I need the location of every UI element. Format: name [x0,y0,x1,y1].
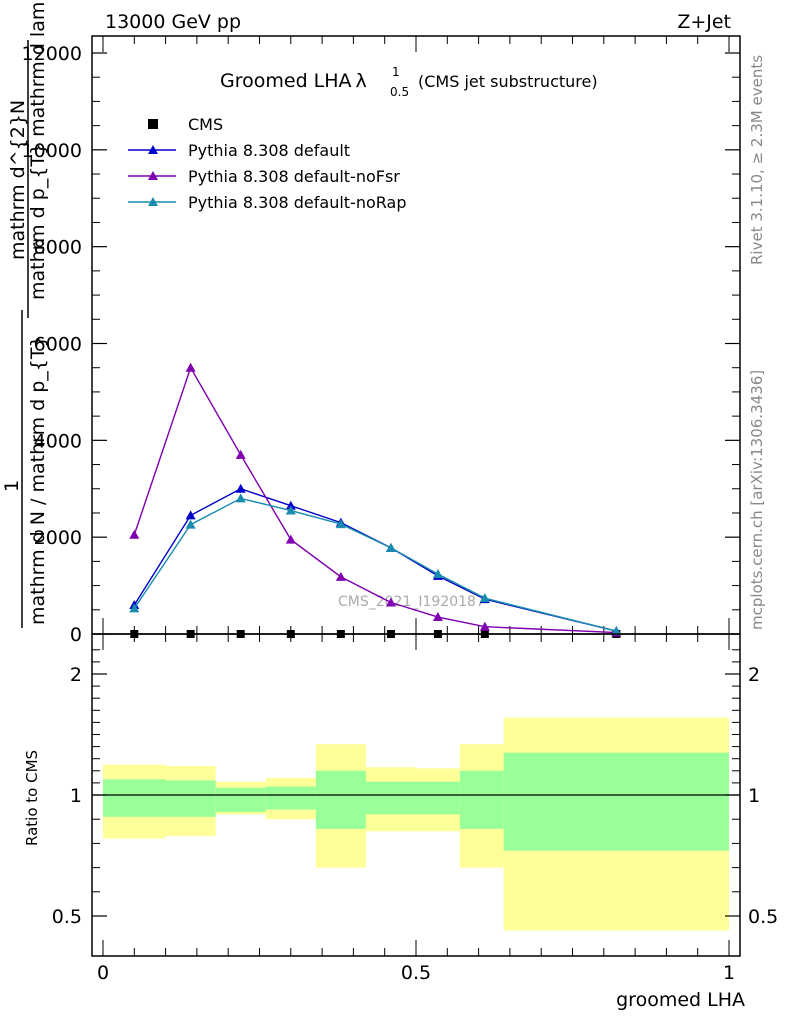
legend-marker [148,145,158,154]
series-line [133,366,617,634]
title-subscript: 0.5 [390,85,409,99]
data-point [432,612,443,622]
ratio-band-inner [215,787,266,812]
ratio-y-axis: 0.5 0.5 1 1 2 2 [52,649,778,928]
data-point [129,529,140,539]
data-point [235,493,246,503]
ratio-band-inner [103,779,166,817]
data-point [185,362,196,372]
ratio-band-inner [365,781,416,815]
ratio-bands [103,717,729,931]
main-y-axis-label: mathrm d^{2}N mathrm d p_{T} mathrm d la… [1,0,49,628]
data-point [432,568,443,578]
main-y-tick-label: 4000 [34,430,82,452]
main-y-tick-label: 8000 [34,237,82,259]
ratio-y-label: Ratio to CMS [23,750,41,846]
legend-marker [148,197,158,206]
main-y-tick-label: 12000 [22,43,82,65]
data-point [235,483,246,493]
ratio-y-tick-label: 2 [70,664,82,686]
data-point [479,593,490,603]
ratio-y-tick-label: 0.5 [52,906,82,928]
data-point [385,597,396,607]
ratio-band-inner [503,752,729,851]
ratio-y-tick-label-right: 0.5 [748,906,778,928]
legend-item: Pythia 8.308 default-noFsr [128,167,400,186]
title-lambda: λ [356,70,367,92]
data-point [335,519,346,529]
data-point [185,510,196,520]
ylabel-denominator: mathrm d N / mathrm d p_{T} [27,335,49,625]
data-point [185,519,196,529]
ratio-x-tick-label: 1 [723,962,735,984]
legend-label: Pythia 8.308 default-noRap [188,193,406,212]
series-3 [129,493,622,636]
title-superscript: 1 [392,65,400,79]
mcplots-label: mcplots.cern.ch [arXiv:1306.3436] [748,370,766,630]
legend-label: CMS [188,115,223,134]
plot-title: Groomed LHA λ 1 0.5 (CMS jet substructure… [220,65,598,99]
ratio-x-tick-label: 0 [97,962,109,984]
energy-label: 13000 GeV pp [105,11,241,33]
process-label: Z+Jet [677,11,731,33]
main-y-tick-label: 6000 [34,334,82,356]
ratio-band-inner [165,780,216,817]
series-1 [129,483,622,636]
ratio-y-tick-label-right: 1 [748,785,760,807]
main-y-tick-label: 10000 [22,140,82,162]
main-y-tick-label: 0 [70,624,82,646]
legend-item: CMS [148,115,223,134]
ylabel-numerator-2: mathrm d p_{T} mathrm d lambda [27,0,49,300]
data-point [285,500,296,510]
title-text: Groomed LHA [220,70,352,92]
legend-item: Pythia 8.308 default [128,141,350,160]
legend-item: Pythia 8.308 default-noRap [128,193,406,212]
ratio-y-tick-label: 1 [70,785,82,807]
ratio-x-axis: 0 0.5 1 [97,634,735,984]
data-point [479,621,490,631]
series-layer [129,362,622,638]
ylabel-one: 1 [1,480,23,492]
data-point [235,449,246,459]
data-point [611,626,622,636]
data-point [285,505,296,515]
ratio-band-inner [459,770,504,829]
ratio-band-inner [416,781,460,815]
data-point [285,534,296,544]
legend-label: Pythia 8.308 default-noFsr [188,167,400,186]
main-y-axis: 0 2000 4000 6000 8000 10000 12000 [22,43,740,646]
ratio-x-tick-label: 0.5 [401,962,431,984]
ylabel-numerator: mathrm d^{2}N [7,100,29,260]
rivet-label: Rivet 3.1.10, ≥ 2.3M events [748,55,766,265]
legend-label: Pythia 8.308 default [188,141,350,160]
data-point [385,542,396,552]
ratio-band-inner [265,786,316,810]
ratio-band-inner [315,770,366,829]
ratio-y-tick-label-right: 2 [748,664,760,686]
watermark: CMS_2021_I1920187 [338,594,485,610]
legend-marker [148,119,158,129]
legend-marker [148,171,158,180]
data-point [335,571,346,581]
x-axis-label: groomed LHA [616,989,745,1011]
legend: CMS Pythia 8.308 default Pythia 8.308 defa… [128,115,406,212]
series-line [133,497,617,632]
main-y-tick-label: 2000 [34,527,82,549]
title-subtitle: (CMS jet substructure) [418,72,598,91]
data-point [129,603,140,613]
